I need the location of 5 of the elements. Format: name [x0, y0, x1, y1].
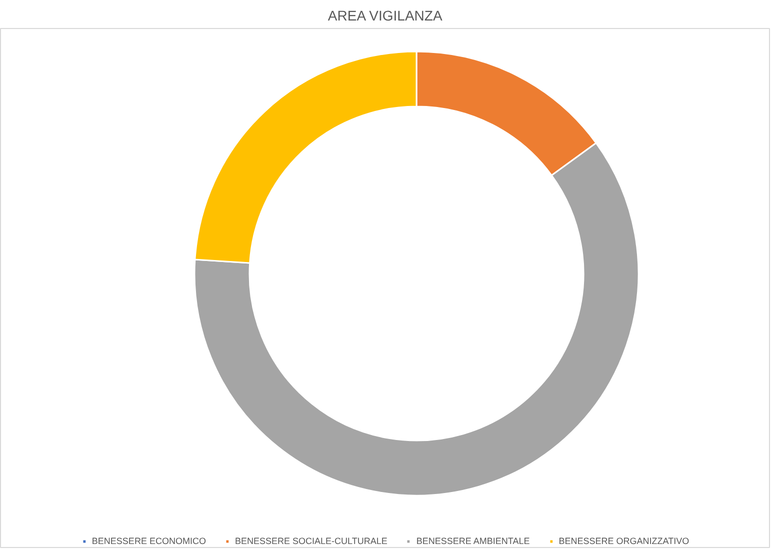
legend-label: BENESSERE SOCIALE-CULTURALE — [234, 536, 388, 546]
legend-label: BENESSERE AMBIENTALE — [416, 536, 530, 546]
legend-label: BENESSERE ECONOMICO — [92, 536, 206, 546]
chart-title: AREA VIGILANZA — [328, 8, 443, 24]
legend-label: BENESSERE ORGANIZZATIVO — [558, 536, 690, 546]
